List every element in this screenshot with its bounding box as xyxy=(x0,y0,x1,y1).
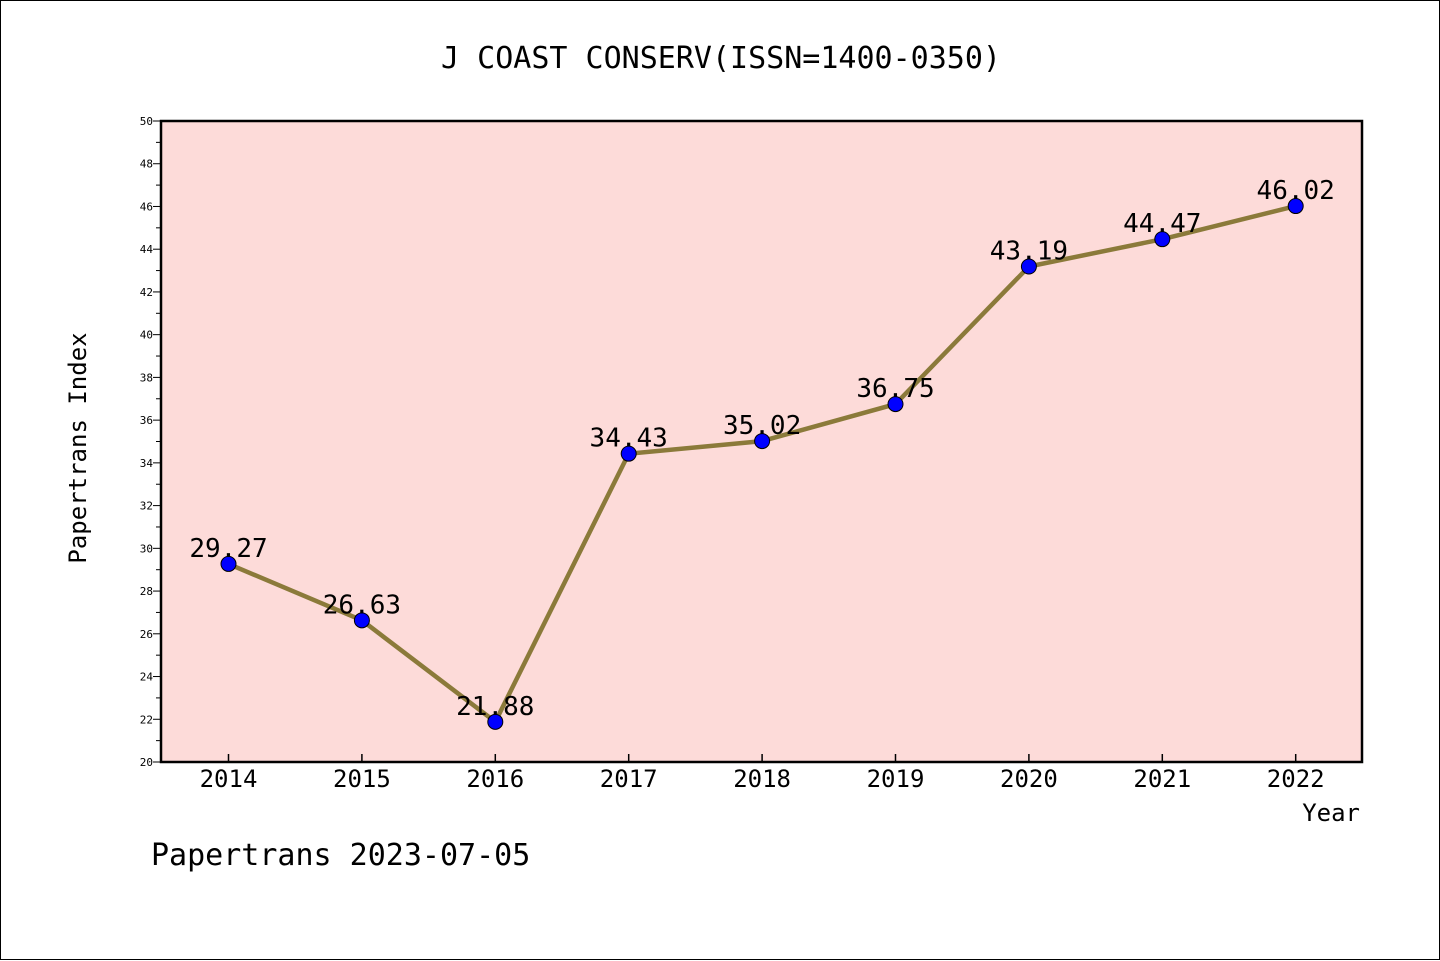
y-tick-label: 22 xyxy=(140,713,153,726)
y-tick-label: 30 xyxy=(140,542,153,555)
footer-text: Papertrans 2023-07-05 xyxy=(151,838,530,873)
x-tick-label: 2018 xyxy=(733,765,791,793)
data-point xyxy=(220,555,237,572)
chart-title: J COAST CONSERV(ISSN=1400-0350) xyxy=(441,41,1001,76)
data-point xyxy=(353,612,370,629)
y-tick-label: 20 xyxy=(140,756,153,769)
series: 29.27 26.63 21.88 34.43 35.02 36.75 43.19 44.47… xyxy=(189,176,1335,730)
data-label: 21.88 xyxy=(456,692,534,722)
y-axis-label: Papertrans Index xyxy=(64,332,92,563)
data-point xyxy=(887,396,904,413)
x-tick-label: 2016 xyxy=(466,765,524,793)
y-tick-label: 34 xyxy=(140,457,154,470)
y-axis: 20 22 24 26 28 30 32 34 36 38 40 42 44 46 48 50 xyxy=(140,115,161,769)
x-tick-label: 2020 xyxy=(1000,765,1058,793)
data-point xyxy=(620,445,637,462)
data-label: 36.75 xyxy=(856,374,934,404)
data-point xyxy=(754,433,771,450)
x-tick-label: 2019 xyxy=(867,765,925,793)
y-tick-label: 28 xyxy=(140,585,153,598)
data-label: 43.19 xyxy=(990,237,1068,267)
y-tick-label: 40 xyxy=(140,329,153,342)
y-tick-label: 26 xyxy=(140,628,153,641)
y-tick-label: 44 xyxy=(140,243,154,256)
x-tick-label: 2022 xyxy=(1267,765,1325,793)
y-tick-label: 24 xyxy=(140,671,154,684)
y-tick-label: 46 xyxy=(140,200,153,213)
data-label: 26.63 xyxy=(323,590,401,620)
data-label: 46.02 xyxy=(1257,176,1335,206)
y-tick-label: 42 xyxy=(140,286,153,299)
y-tick-label: 48 xyxy=(140,158,153,171)
data-point xyxy=(1154,231,1171,248)
x-axis-label: Year xyxy=(1302,799,1360,827)
y-tick-label: 50 xyxy=(140,115,153,128)
x-tick-label: 2014 xyxy=(200,765,258,793)
x-axis: 2014 2015 2016 2017 2018 2019 2020 2021 2022 xyxy=(200,754,1325,793)
y-tick-label: 38 xyxy=(140,371,153,384)
data-label: 44.47 xyxy=(1123,209,1201,239)
data-point xyxy=(487,713,504,730)
data-point xyxy=(1287,198,1304,215)
data-label: 35.02 xyxy=(723,411,801,441)
x-tick-label: 2021 xyxy=(1133,765,1191,793)
data-label: 29.27 xyxy=(189,534,267,564)
data-point xyxy=(1020,258,1037,275)
x-tick-label: 2015 xyxy=(333,765,391,793)
y-tick-label: 36 xyxy=(140,414,153,427)
y-tick-label: 32 xyxy=(140,500,153,513)
x-tick-label: 2017 xyxy=(600,765,658,793)
data-label: 34.43 xyxy=(590,424,668,454)
